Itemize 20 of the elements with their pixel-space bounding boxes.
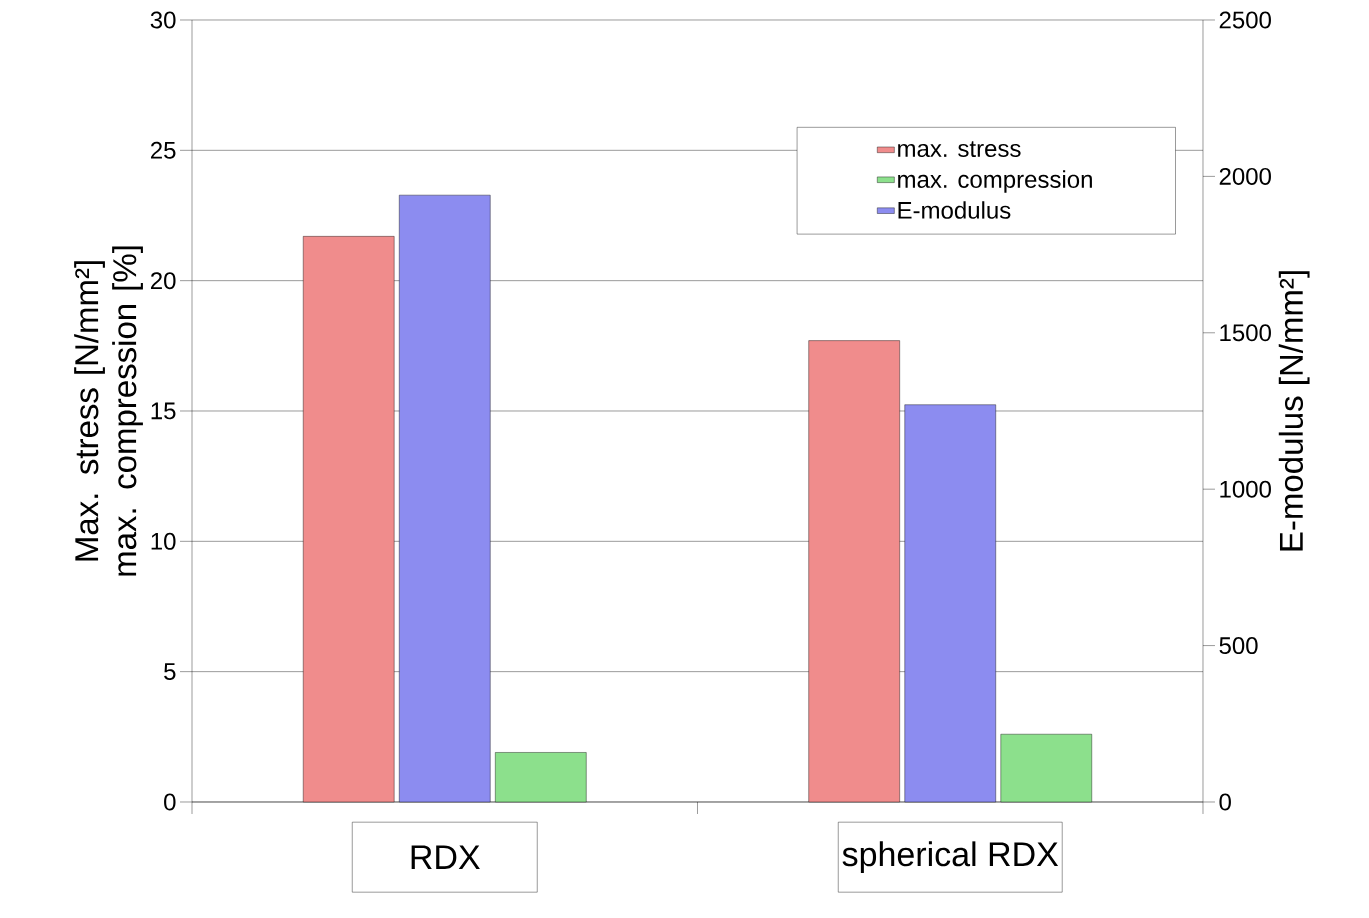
y-tick-label: 10 bbox=[151, 532, 176, 550]
y-axis-title: Max. stress [N/mm²] max. compression [%] bbox=[74, 246, 143, 576]
y2-tick-label: 1500 bbox=[1220, 324, 1271, 342]
y2-tick-label: 1000 bbox=[1220, 480, 1271, 498]
x-tick-label: RDX bbox=[411, 845, 480, 869]
y2-tick-label: 2000 bbox=[1219, 167, 1271, 185]
y2-tick-label: 2500 bbox=[1219, 11, 1271, 29]
y2-tick-label: 500 bbox=[1219, 637, 1258, 655]
legend-label: max. stress bbox=[898, 141, 1021, 158]
x-tick-label: spherical RDX bbox=[842, 841, 1059, 874]
y-tick-label: 20 bbox=[150, 272, 176, 290]
y2-tick-label: 0 bbox=[1219, 793, 1231, 811]
y-tick-label: 5 bbox=[164, 663, 176, 681]
y-tick-label: 15 bbox=[151, 402, 176, 420]
y2-axis-title: E-modulus [N/mm²] bbox=[1278, 271, 1310, 551]
y-tick-label: 0 bbox=[164, 793, 176, 811]
legend-label: E-modulus bbox=[898, 201, 1011, 219]
legend-label: max. compression bbox=[898, 170, 1092, 193]
y-tick-label: 30 bbox=[150, 11, 176, 29]
y-tick-label: 25 bbox=[150, 141, 176, 159]
